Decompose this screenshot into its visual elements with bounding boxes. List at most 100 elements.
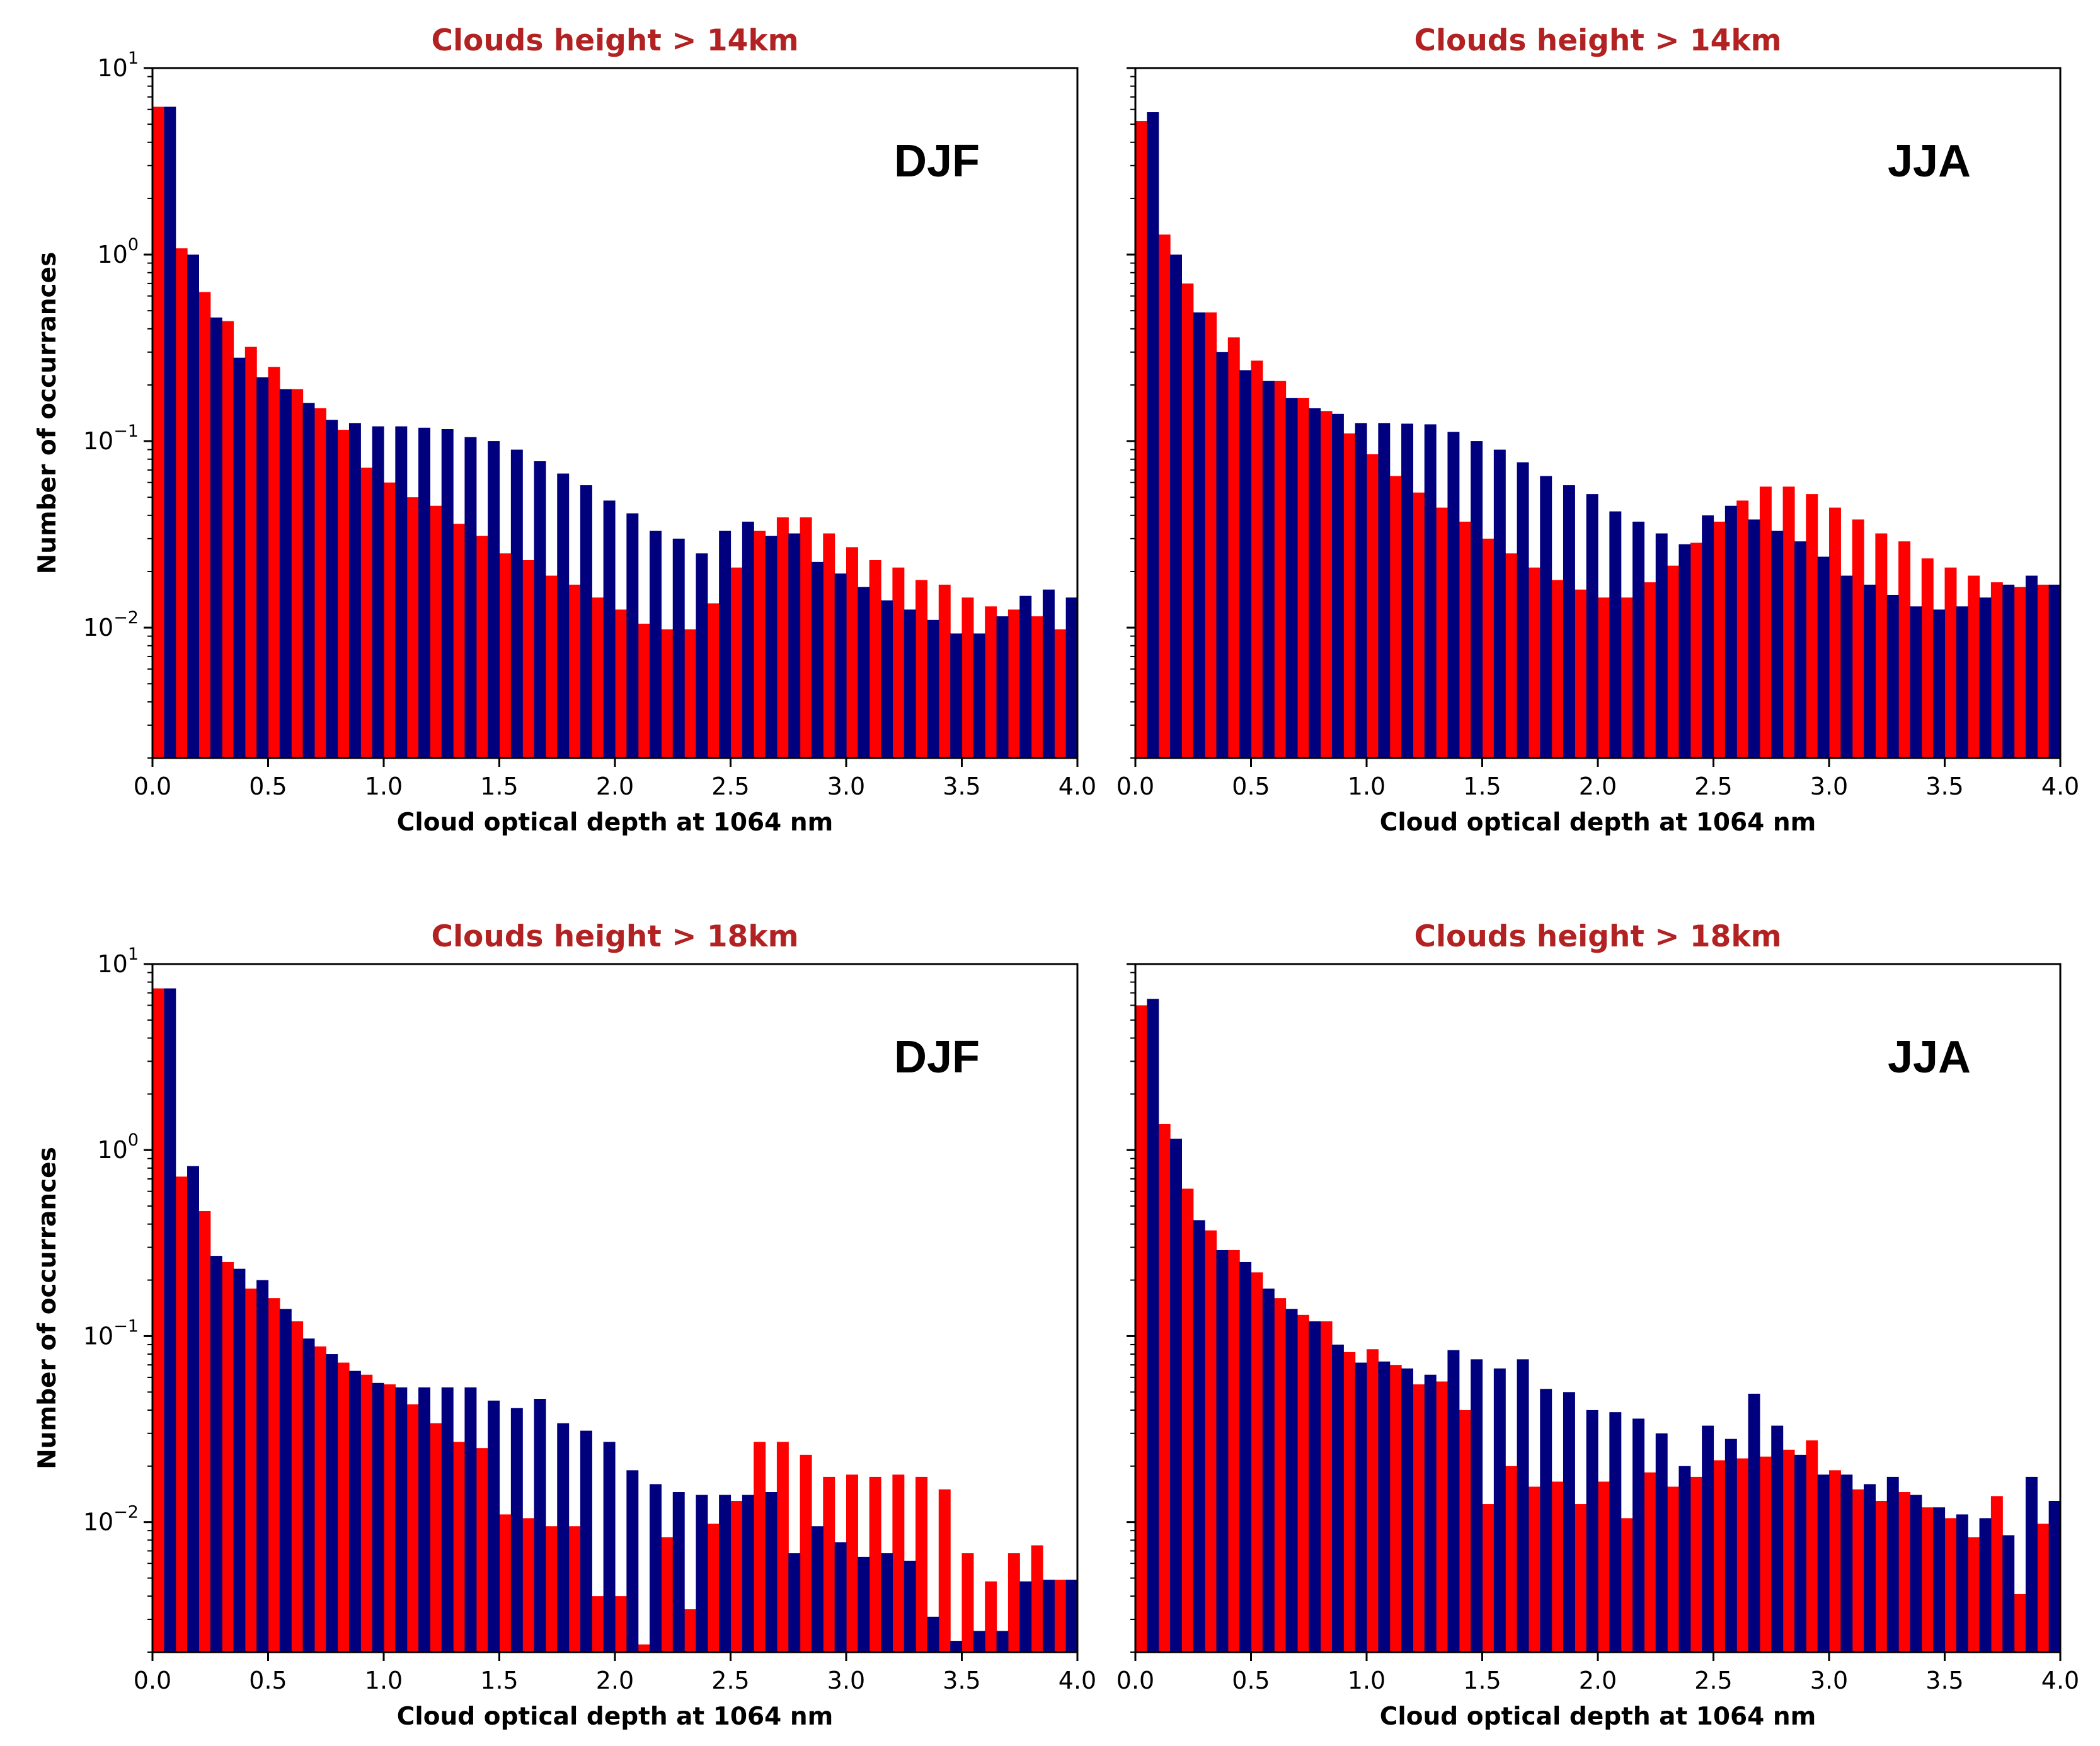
bar-blue-37 <box>2002 584 2015 758</box>
x-axis-label: Cloud optical depth at 1064 nm <box>397 1703 833 1731</box>
bar-blue-38 <box>2025 1476 2038 1652</box>
bar-red-19 <box>592 597 604 758</box>
bar-red-24 <box>707 1524 720 1652</box>
bar-blue-20 <box>1609 511 1622 758</box>
bar-red-10 <box>384 1384 396 1652</box>
bar-red-7 <box>314 408 326 758</box>
x-tick-label: 2.0 <box>1579 1667 1617 1694</box>
bar-red-19 <box>592 1596 604 1652</box>
bar-blue-22 <box>1655 1433 1668 1652</box>
x-tick-label: 0.5 <box>1232 1667 1270 1694</box>
bar-blue-33 <box>1910 606 1922 758</box>
x-axis-label: Cloud optical depth at 1064 nm <box>1380 1703 1816 1731</box>
bar-red-22 <box>661 629 674 758</box>
chart-panel-2: 0.0 0.5 1.0 1.5 2.0 2.5 3.0 3.5 4.0 Clouds height… <box>1116 23 2079 837</box>
bar-red-19 <box>1575 1504 1587 1652</box>
bar-blue-17 <box>1540 1389 1552 1652</box>
y-tick-label: 10−2 <box>83 1503 139 1536</box>
bar-blue-1 <box>187 255 199 758</box>
bar-red-5 <box>1251 360 1263 758</box>
x-tick-label: 1.0 <box>1348 772 1386 800</box>
x-tick-label: 1.5 <box>480 1667 518 1694</box>
bar-red-8 <box>337 430 350 758</box>
y-axis-label: Number of occurrances <box>33 252 62 575</box>
bar-blue-22 <box>1655 533 1668 758</box>
bar-blue-29 <box>834 1542 847 1652</box>
bar-blue-24 <box>719 1495 732 1652</box>
bar-red-33 <box>1898 541 1911 758</box>
bar-blue-27 <box>1771 1425 1784 1652</box>
bar-red-15 <box>1482 1504 1495 1652</box>
bar-red-21 <box>638 1644 650 1652</box>
bar-blue-39 <box>1065 597 1077 758</box>
x-tick-label: 2.0 <box>1579 772 1617 800</box>
bar-blue-26 <box>765 1492 777 1652</box>
bar-blue-34 <box>1933 1507 1946 1652</box>
bar-blue-9 <box>372 1382 384 1652</box>
bar-red-10 <box>1367 454 1379 758</box>
bar-blue-39 <box>2048 1501 2060 1652</box>
bar-red-8 <box>1320 1321 1333 1652</box>
bar-red-34 <box>1921 1507 1934 1652</box>
bar-red-39 <box>1054 1580 1067 1652</box>
x-tick-label: 0.0 <box>134 772 171 800</box>
bar-blue-4 <box>1239 1261 1252 1652</box>
x-tick-label: 4.0 <box>2041 772 2079 800</box>
bar-blue-12 <box>441 1387 454 1652</box>
bar-blue-13 <box>464 437 477 758</box>
bar-red-20 <box>1598 1481 1610 1652</box>
y-tick-label: 10−2 <box>83 608 139 641</box>
bar-blue-4 <box>256 1280 269 1652</box>
bar-blue-35 <box>1956 606 1968 758</box>
bar-red-17 <box>1528 1486 1541 1652</box>
bar-blue-2 <box>210 317 222 758</box>
bar-blue-23 <box>696 1495 708 1652</box>
bar-red-14 <box>476 536 488 758</box>
bar-blue-13 <box>1447 432 1460 758</box>
bar-red-39 <box>2037 584 2050 758</box>
bar-blue-12 <box>1424 424 1437 758</box>
bar-red-15 <box>499 1514 512 1652</box>
bar-red-34 <box>938 584 951 758</box>
bar-red-3 <box>222 321 234 758</box>
bar-red-32 <box>1875 533 1888 758</box>
bar-red-29 <box>823 533 835 758</box>
bar-red-32 <box>892 1474 905 1652</box>
chart-title: Clouds height > 18km <box>431 919 798 954</box>
bar-blue-11 <box>418 1387 430 1652</box>
bar-red-36 <box>1968 1537 1980 1652</box>
bar-blue-5 <box>279 1309 292 1652</box>
bar-red-27 <box>1759 486 1772 758</box>
bar-blue-36 <box>1979 597 1992 758</box>
bar-blue-24 <box>1702 515 1714 758</box>
bar-blue-38 <box>2025 575 2038 758</box>
bar-blue-31 <box>881 1553 893 1652</box>
bar-blue-23 <box>1678 1466 1691 1652</box>
bar-blue-2 <box>1193 312 1205 758</box>
bar-red-33 <box>1898 1492 1911 1652</box>
bar-blue-2 <box>210 1256 222 1652</box>
bar-red-0 <box>1135 1005 1147 1652</box>
bar-red-18 <box>568 584 581 758</box>
bar-red-13 <box>1436 507 1449 758</box>
bar-red-30 <box>846 547 858 758</box>
bar-red-2 <box>1181 1188 1194 1652</box>
season-label: JJA <box>1888 1032 1971 1083</box>
bar-blue-17 <box>557 1423 570 1652</box>
bar-red-4 <box>1227 1249 1240 1652</box>
bar-red-18 <box>568 1526 581 1652</box>
bar-blue-13 <box>1447 1350 1460 1652</box>
bar-red-26 <box>1736 500 1749 758</box>
bar-blue-21 <box>650 1484 662 1652</box>
bar-blue-28 <box>811 561 823 758</box>
bar-red-22 <box>1644 582 1656 758</box>
bar-blue-25 <box>742 521 754 758</box>
x-tick-label: 0.5 <box>249 1667 287 1694</box>
bar-red-38 <box>2014 587 2026 758</box>
bar-blue-39 <box>1065 1580 1077 1652</box>
bar-red-25 <box>730 1501 743 1652</box>
bar-red-16 <box>522 560 535 758</box>
x-tick-label: 0.0 <box>134 1667 171 1694</box>
bar-blue-1 <box>187 1166 199 1652</box>
bar-blue-32 <box>904 609 916 758</box>
